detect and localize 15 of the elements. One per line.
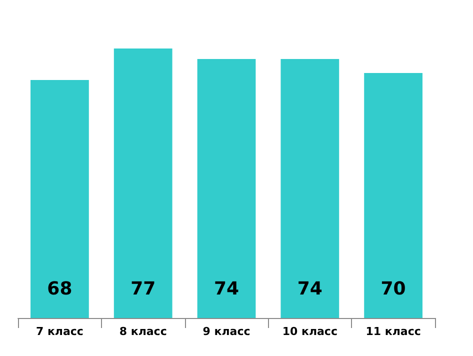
data-label: 77 <box>130 278 156 300</box>
x-tick-label: 10 класс <box>282 325 338 338</box>
bar <box>280 59 340 318</box>
x-tick-label: 8 класс <box>119 325 167 338</box>
bar <box>197 59 256 318</box>
bar <box>30 80 89 318</box>
data-label: 70 <box>380 278 406 300</box>
bar <box>364 73 422 318</box>
x-tick-label: 11 класс <box>366 325 421 338</box>
x-tick-label: 7 класс <box>36 325 84 338</box>
bar <box>114 48 172 318</box>
data-label: 68 <box>47 278 72 300</box>
data-label: 74 <box>214 278 240 300</box>
x-tick-label: 9 класс <box>202 325 250 338</box>
data-label: 74 <box>297 278 322 300</box>
